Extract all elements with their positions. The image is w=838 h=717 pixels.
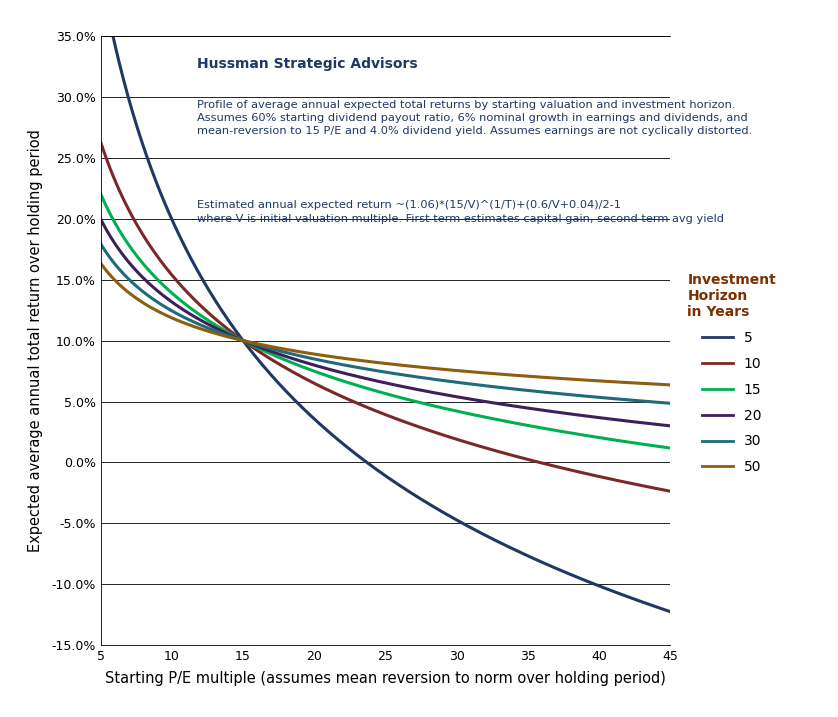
10 xyxy=(404,419,414,427)
Line: 5: 5 xyxy=(101,0,670,612)
15 xyxy=(404,396,414,404)
5 xyxy=(665,607,675,616)
30 xyxy=(366,366,376,374)
10 xyxy=(96,138,106,146)
30 xyxy=(370,366,380,375)
20 xyxy=(404,384,414,392)
Line: 10: 10 xyxy=(101,142,670,491)
20 xyxy=(366,376,376,384)
15 xyxy=(435,403,445,412)
5 xyxy=(366,461,376,470)
Text: Estimated annual expected return ~(1.06)*(15/V)^(1/T)+(0.6/V+0.04)/2-1
where V i: Estimated annual expected return ~(1.06)… xyxy=(198,201,724,224)
10 xyxy=(652,484,662,493)
5 xyxy=(370,464,380,473)
30 xyxy=(404,371,414,380)
50 xyxy=(96,259,106,267)
20 xyxy=(665,422,675,430)
20 xyxy=(562,409,572,418)
5 xyxy=(435,506,445,515)
5 xyxy=(404,487,414,495)
Line: 20: 20 xyxy=(101,219,670,426)
50 xyxy=(404,361,414,370)
50 xyxy=(665,381,675,389)
10 xyxy=(370,406,380,414)
5 xyxy=(652,603,662,612)
20 xyxy=(370,376,380,385)
Text: Profile of average annual expected total returns by starting valuation and inves: Profile of average annual expected total… xyxy=(198,100,753,136)
50 xyxy=(652,380,662,389)
50 xyxy=(435,365,445,374)
15 xyxy=(366,385,376,394)
20 xyxy=(435,389,445,398)
20 xyxy=(96,214,106,223)
30 xyxy=(435,376,445,384)
50 xyxy=(366,358,376,366)
15 xyxy=(96,189,106,198)
10 xyxy=(562,465,572,474)
50 xyxy=(562,374,572,383)
Line: 15: 15 xyxy=(101,194,670,448)
20 xyxy=(652,420,662,429)
X-axis label: Starting P/E multiple (assumes mean reversion to norm over holding period): Starting P/E multiple (assumes mean reve… xyxy=(105,672,666,686)
30 xyxy=(665,399,675,407)
50 xyxy=(370,358,380,366)
5 xyxy=(562,569,572,578)
30 xyxy=(96,239,106,248)
15 xyxy=(562,428,572,437)
30 xyxy=(562,390,572,399)
Line: 30: 30 xyxy=(101,244,670,403)
30 xyxy=(652,398,662,407)
10 xyxy=(435,429,445,438)
Y-axis label: Expected average annual total return over holding period: Expected average annual total return ove… xyxy=(28,129,43,552)
Text: Hussman Strategic Advisors: Hussman Strategic Advisors xyxy=(198,57,418,71)
Line: 50: 50 xyxy=(101,263,670,385)
10 xyxy=(366,404,376,413)
15 xyxy=(370,386,380,395)
15 xyxy=(665,444,675,452)
Legend: 5, 10, 15, 20, 30, 50: 5, 10, 15, 20, 30, 50 xyxy=(682,267,782,480)
15 xyxy=(652,442,662,450)
10 xyxy=(665,487,675,495)
